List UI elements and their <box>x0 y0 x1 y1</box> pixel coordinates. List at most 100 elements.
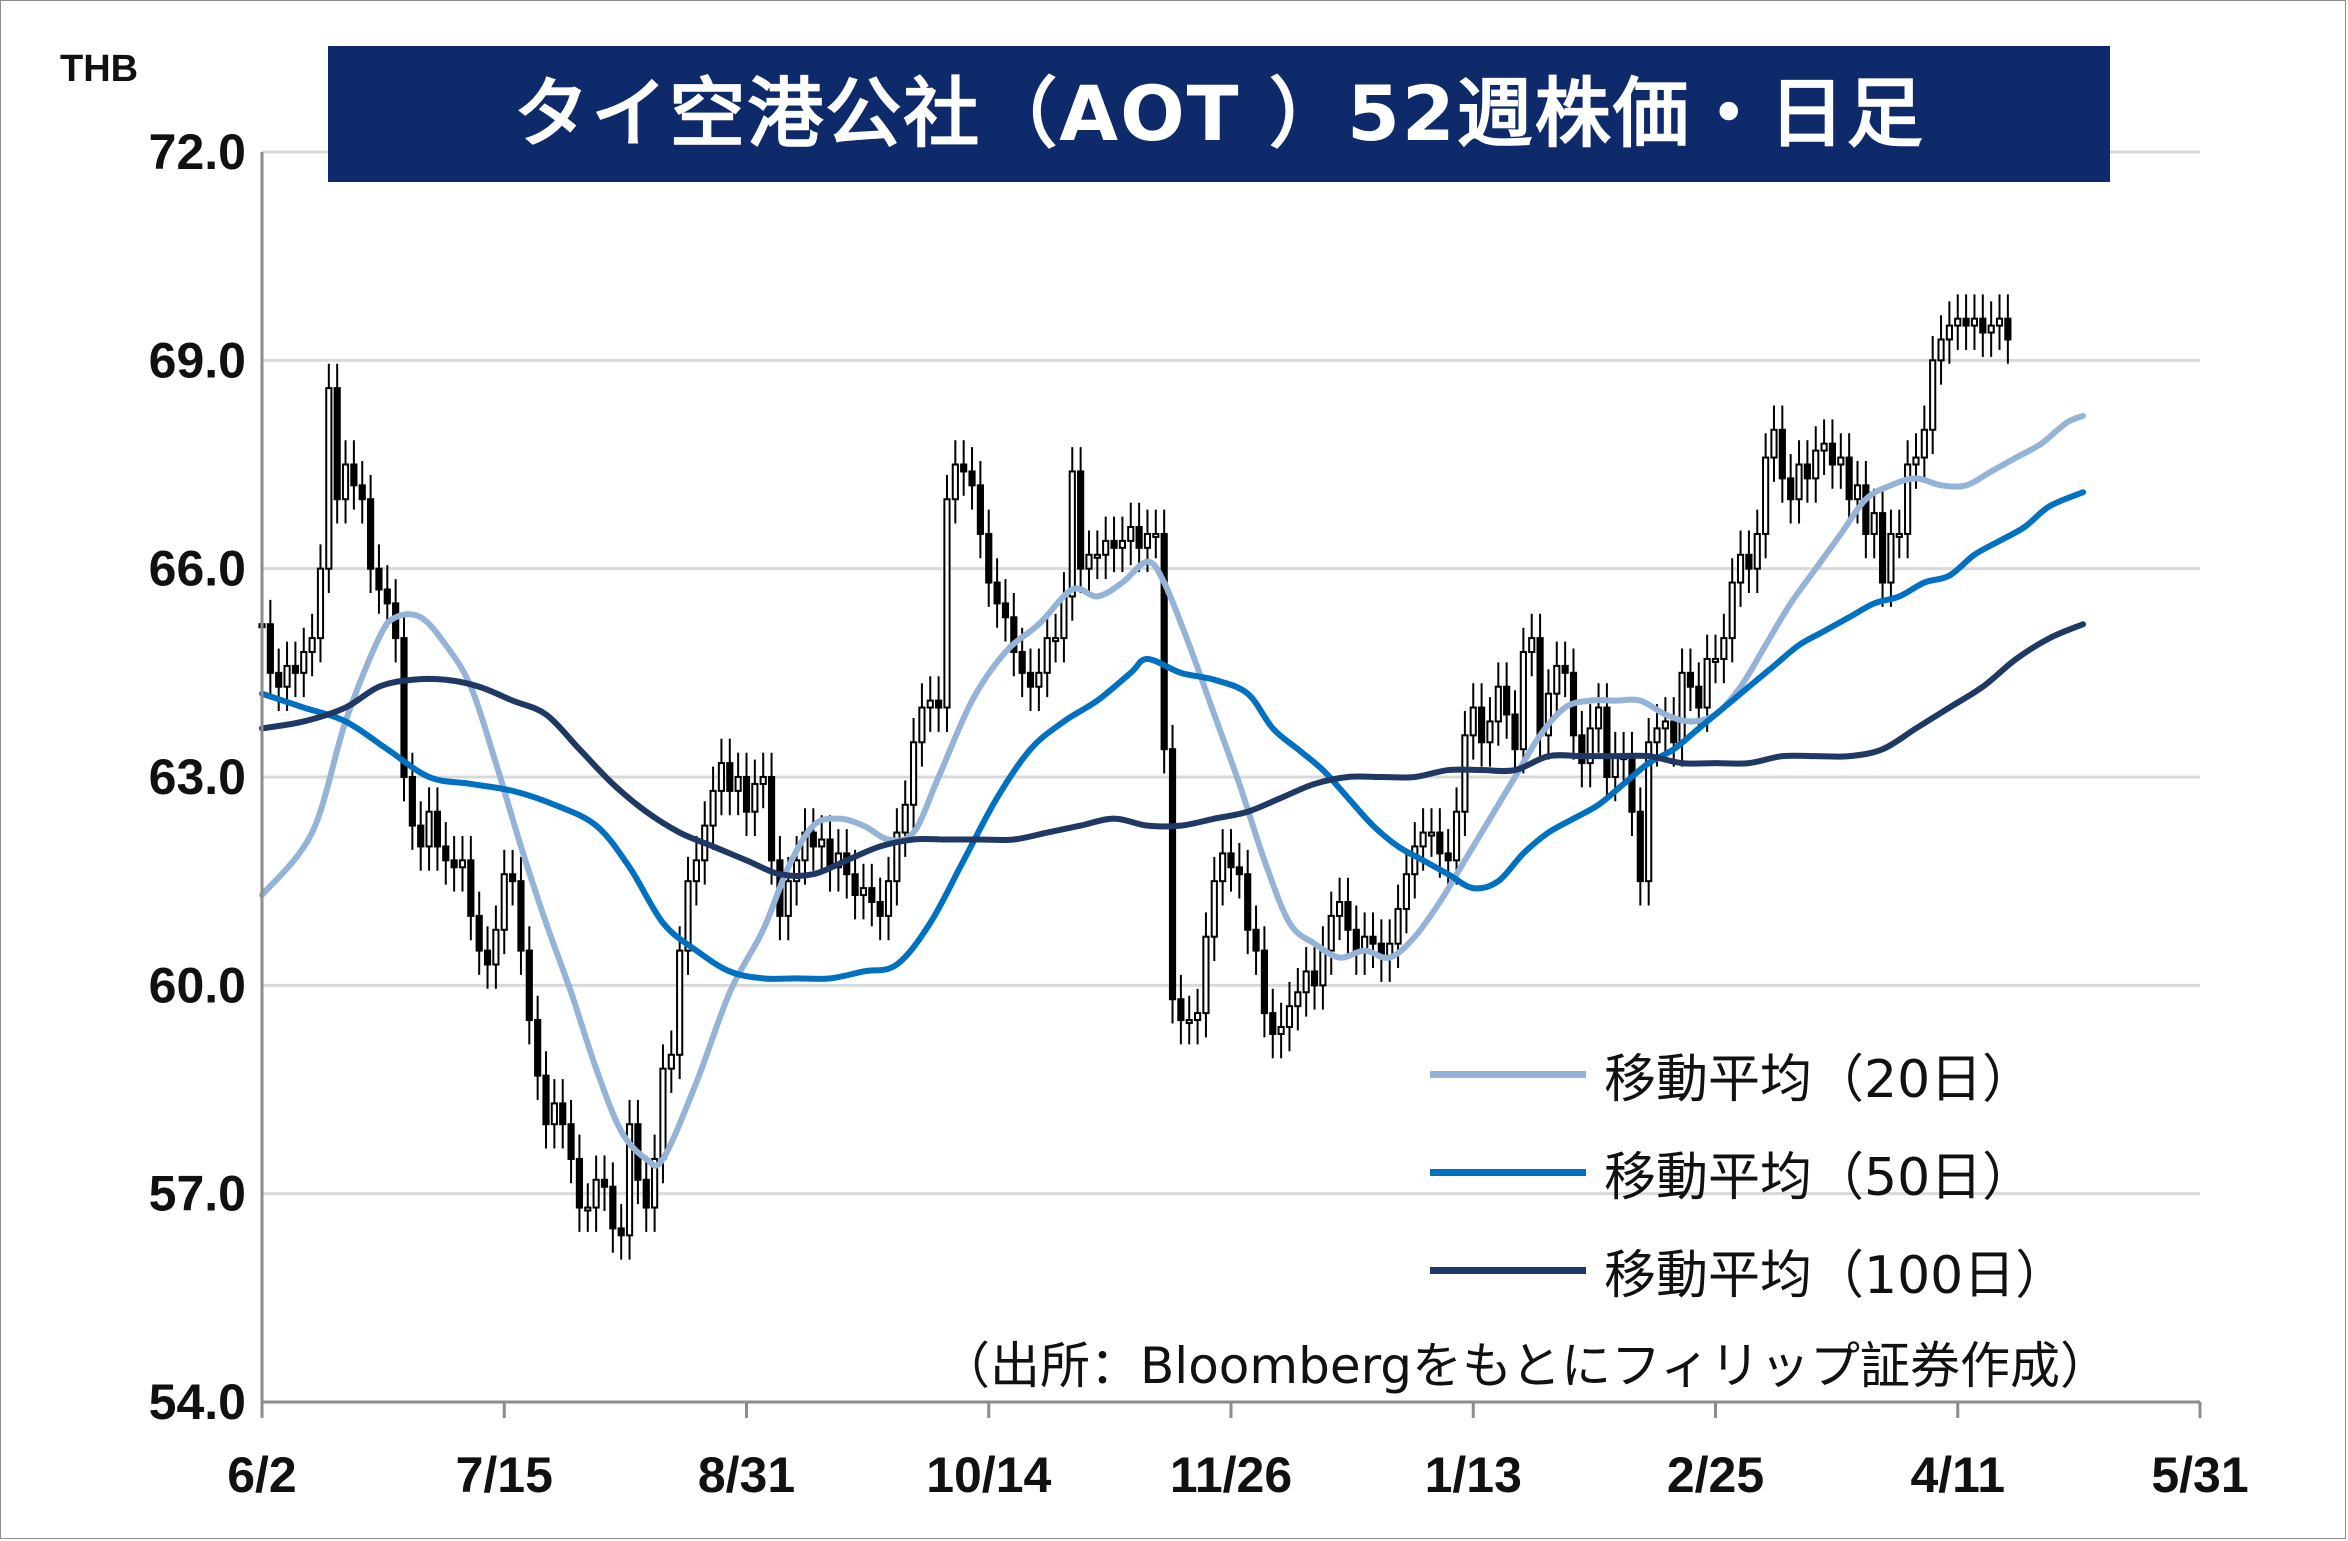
candle-body <box>1310 970 1319 987</box>
ma20-line <box>259 412 2087 1169</box>
candle-body <box>1678 671 1686 744</box>
candle-body <box>1336 901 1344 917</box>
candle-body <box>1402 873 1411 910</box>
candle-body <box>1670 720 1678 744</box>
axes: 72.0 69.0 66.0 63.0 60.0 57.0 54.0 6/2 7/15 8/31 1… <box>149 124 2249 1503</box>
candle-body <box>600 1178 609 1188</box>
candle-body <box>926 699 934 709</box>
candle-body <box>1227 852 1235 869</box>
candle-body <box>425 810 433 848</box>
y-tick-label: 69.0 <box>149 332 246 388</box>
x-tick-label: 10/14 <box>926 1447 1051 1503</box>
candle-body <box>642 1178 650 1209</box>
ma100-line <box>259 621 2087 879</box>
candle-body <box>1686 671 1695 688</box>
candle-body <box>509 873 517 883</box>
candle-body <box>1494 685 1502 723</box>
candle-body <box>960 463 968 473</box>
chart-title: タイ空港公社（AOT ）52週株価・日足 <box>328 46 2110 182</box>
candle-body <box>1060 595 1068 640</box>
candle-body <box>1177 998 1185 1022</box>
x-tick-label: 6/2 <box>227 1447 297 1503</box>
candle-body <box>1068 470 1076 598</box>
candle-body <box>559 1102 567 1126</box>
candle-body <box>1444 852 1452 862</box>
candle-body <box>893 831 901 883</box>
candle-body <box>784 880 792 917</box>
candle-body <box>350 463 358 487</box>
candle-body <box>1628 755 1636 813</box>
candle-body <box>400 637 408 778</box>
y-tick-label: 72.0 <box>149 124 246 180</box>
candle-body <box>1778 428 1786 480</box>
candle-body <box>759 776 767 785</box>
legend-swatch-ma20 <box>1430 1070 1586 1078</box>
candle-body <box>951 463 959 501</box>
legend-swatch-ma100 <box>1430 1266 1586 1274</box>
candle-body <box>283 664 291 688</box>
candle-body <box>534 1019 542 1077</box>
candle-body <box>1837 456 1845 466</box>
candle-body <box>1135 526 1143 549</box>
candle-body <box>1962 317 1970 327</box>
candle-body <box>1210 880 1218 938</box>
candle-body <box>717 762 726 792</box>
candle-body <box>1486 720 1494 744</box>
candle-body <box>1219 852 1227 883</box>
candle-body <box>1812 449 1820 480</box>
candle-body <box>1478 706 1486 744</box>
candle-body <box>1770 428 1778 459</box>
candle-body <box>1970 317 1979 327</box>
candle-body <box>1085 553 1093 570</box>
x-tick-label: 7/15 <box>456 1447 553 1503</box>
candle-body <box>985 532 993 584</box>
candle-body <box>1277 1026 1285 1035</box>
y-tick-label: 66.0 <box>149 541 246 597</box>
legend-label-ma50: 移動平均（50日） <box>1604 1147 2035 1208</box>
candle-body <box>625 1123 634 1237</box>
candle-body <box>809 831 817 848</box>
candle-body <box>467 859 475 917</box>
candle-body <box>1319 949 1327 987</box>
candle-body <box>1645 741 1653 883</box>
candle-body <box>433 810 442 848</box>
candle-body <box>1260 949 1269 1015</box>
x-tick-label: 11/26 <box>1170 1447 1292 1503</box>
candle-body <box>375 567 383 591</box>
candle-body <box>1753 532 1761 570</box>
moving-average-lines <box>259 412 2087 1169</box>
candle-body <box>909 741 918 806</box>
source-note: （出所：Bloombergをもとにフィリップ証券作成） <box>940 1337 2110 1395</box>
candle-body <box>575 1157 584 1209</box>
candle-body <box>1026 671 1035 688</box>
candle-body <box>1695 685 1703 709</box>
candle-body <box>1001 602 1010 619</box>
candle-body <box>676 949 684 1056</box>
candle-body <box>458 859 467 869</box>
candle-body <box>667 1053 675 1070</box>
candle-body <box>1870 512 1878 535</box>
candle-body <box>968 470 976 487</box>
candle-body <box>1235 866 1243 876</box>
candle-body <box>417 824 425 848</box>
candle-body <box>1603 706 1611 778</box>
candle-body <box>1987 324 1995 334</box>
candle-body <box>1018 651 1026 674</box>
candle-body <box>692 859 700 883</box>
candle-body <box>1118 539 1126 549</box>
candle-body <box>316 567 325 640</box>
candle-body <box>851 873 859 897</box>
candle-body <box>609 1185 617 1230</box>
candle-body <box>1168 748 1177 1001</box>
candle-body <box>1252 928 1260 952</box>
candle-body <box>358 484 366 501</box>
candle-body <box>542 1074 550 1126</box>
candle-body <box>383 588 391 605</box>
candle-body <box>492 928 500 966</box>
candle-body <box>726 762 734 792</box>
candle-body <box>1895 532 1903 538</box>
candle-body <box>1661 720 1669 730</box>
legend: 移動平均（20日） 移動平均（50日） 移動平均（100日） <box>1430 1025 2090 1319</box>
candle-body <box>1143 532 1152 549</box>
legend-item-ma20: 移動平均（20日） <box>1430 1025 2090 1123</box>
